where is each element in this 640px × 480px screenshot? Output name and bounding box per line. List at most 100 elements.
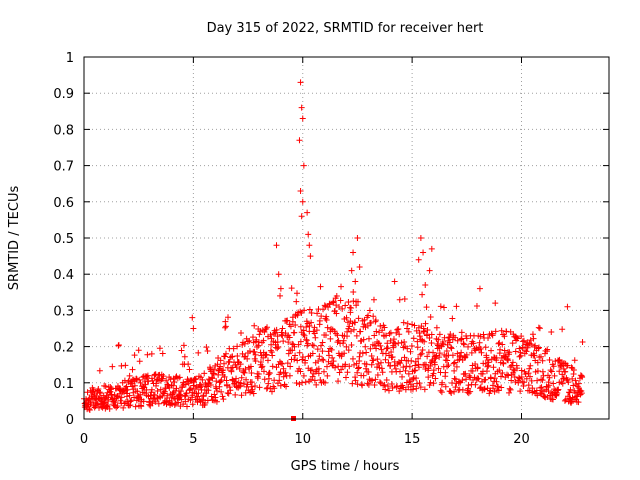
data-point bbox=[204, 397, 211, 404]
data-point bbox=[278, 331, 285, 338]
data-point bbox=[355, 298, 362, 305]
data-point bbox=[401, 338, 408, 345]
data-point bbox=[244, 355, 251, 362]
data-point bbox=[355, 365, 362, 372]
data-point bbox=[389, 384, 396, 391]
data-point bbox=[138, 403, 145, 410]
data-point bbox=[482, 376, 489, 383]
data-point bbox=[370, 313, 377, 320]
data-point bbox=[149, 377, 156, 384]
data-point bbox=[535, 345, 542, 352]
data-point bbox=[348, 267, 355, 274]
data-point bbox=[483, 354, 490, 361]
data-point bbox=[402, 367, 409, 374]
data-point bbox=[192, 375, 199, 382]
data-point bbox=[572, 377, 579, 384]
data-point bbox=[449, 352, 456, 359]
data-point bbox=[564, 303, 571, 310]
data-point bbox=[299, 354, 306, 361]
data-point bbox=[463, 335, 470, 342]
data-point bbox=[142, 381, 149, 388]
data-point bbox=[425, 374, 432, 381]
data-point bbox=[149, 400, 156, 407]
data-point bbox=[435, 365, 442, 372]
data-point bbox=[178, 347, 185, 354]
data-point bbox=[345, 347, 352, 354]
data-point bbox=[395, 326, 402, 333]
data-point bbox=[221, 360, 228, 367]
data-point bbox=[401, 354, 408, 361]
data-point bbox=[277, 369, 284, 376]
data-point bbox=[326, 300, 333, 307]
data-point bbox=[338, 366, 345, 373]
data-point bbox=[253, 343, 260, 350]
data-point bbox=[493, 378, 500, 385]
data-point bbox=[498, 327, 505, 334]
data-point bbox=[421, 338, 428, 345]
data-point bbox=[454, 350, 461, 357]
data-point bbox=[257, 358, 264, 365]
data-point bbox=[342, 374, 349, 381]
data-point bbox=[520, 379, 527, 386]
data-point bbox=[458, 336, 465, 343]
data-point bbox=[371, 342, 378, 349]
data-point bbox=[244, 338, 251, 345]
data-point bbox=[195, 390, 202, 397]
data-point bbox=[468, 349, 475, 356]
data-point bbox=[415, 361, 422, 368]
data-point bbox=[347, 309, 354, 316]
data-point bbox=[258, 364, 265, 371]
data-point bbox=[332, 364, 339, 371]
data-point bbox=[260, 354, 267, 361]
data-point bbox=[220, 367, 227, 374]
data-point bbox=[302, 379, 309, 386]
data-point bbox=[297, 368, 304, 375]
data-point bbox=[324, 372, 331, 379]
data-point bbox=[545, 382, 552, 389]
data-point bbox=[331, 307, 338, 314]
data-point bbox=[533, 387, 540, 394]
data-point bbox=[447, 344, 454, 351]
data-point bbox=[293, 298, 300, 305]
data-point bbox=[517, 352, 524, 359]
data-point bbox=[362, 343, 369, 350]
data-point bbox=[511, 374, 518, 381]
data-point bbox=[467, 388, 474, 395]
data-point bbox=[269, 352, 276, 359]
data-point bbox=[144, 351, 151, 358]
data-point bbox=[94, 400, 101, 407]
data-point bbox=[501, 333, 508, 340]
data-point bbox=[381, 324, 388, 331]
data-point bbox=[382, 350, 389, 357]
data-point bbox=[264, 324, 271, 331]
data-point bbox=[205, 387, 212, 394]
data-point bbox=[418, 350, 425, 357]
data-point bbox=[505, 372, 512, 379]
data-point bbox=[255, 339, 262, 346]
data-point bbox=[219, 393, 226, 400]
data-point bbox=[241, 369, 248, 376]
data-point bbox=[377, 323, 384, 330]
data-point bbox=[293, 290, 300, 297]
data-point bbox=[509, 340, 516, 347]
data-point bbox=[214, 387, 221, 394]
data-point bbox=[222, 324, 229, 331]
data-point bbox=[520, 383, 527, 390]
data-point bbox=[505, 357, 512, 364]
data-point bbox=[143, 386, 150, 393]
data-point bbox=[301, 332, 308, 339]
data-point bbox=[432, 355, 439, 362]
data-point bbox=[474, 364, 481, 371]
data-point bbox=[326, 352, 333, 359]
data-point bbox=[308, 319, 315, 326]
data-point bbox=[249, 386, 256, 393]
data-point bbox=[148, 386, 155, 393]
data-point bbox=[156, 345, 163, 352]
data-point bbox=[217, 357, 224, 364]
data-point bbox=[251, 383, 258, 390]
data-point bbox=[171, 379, 178, 386]
data-point bbox=[413, 385, 420, 392]
data-point bbox=[405, 370, 412, 377]
data-point bbox=[86, 405, 93, 412]
data-point bbox=[296, 381, 303, 388]
